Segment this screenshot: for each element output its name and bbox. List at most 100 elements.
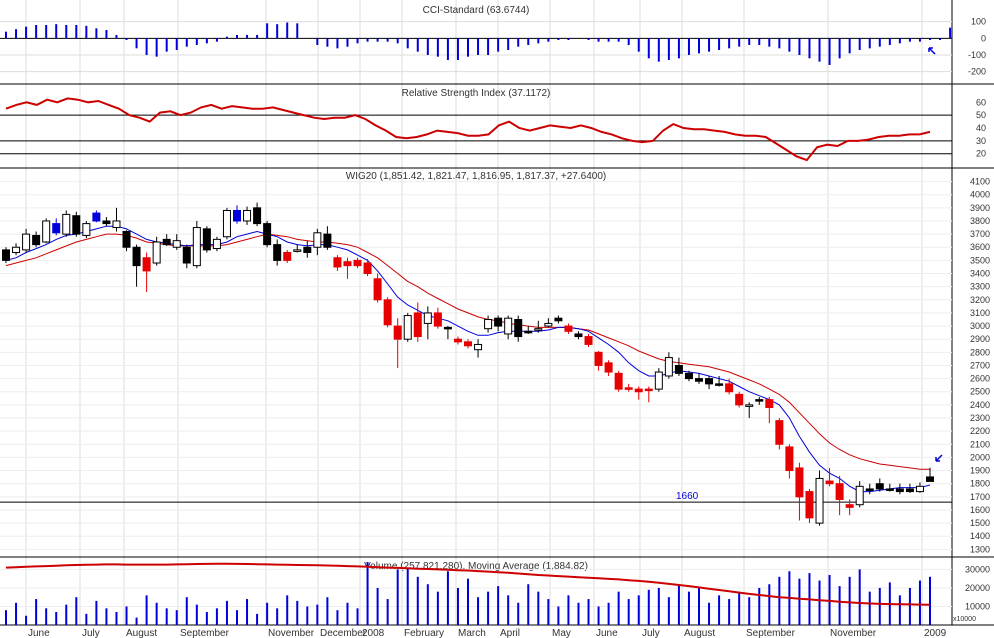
candle-body <box>715 383 724 386</box>
candle <box>162 234 171 246</box>
candle <box>815 470 824 526</box>
x-tick-label: September <box>180 628 230 638</box>
cci-y-tick: -100 <box>968 50 986 60</box>
candle-body <box>514 318 523 338</box>
candle-body <box>353 259 362 267</box>
candle <box>152 236 161 266</box>
rsi-y-tick: 50 <box>976 110 986 120</box>
candle-body <box>674 364 683 374</box>
volume-y-tick: 10000 <box>965 601 990 611</box>
candle-body <box>233 209 241 222</box>
candle <box>825 467 834 487</box>
candle-body <box>22 233 31 251</box>
candle <box>182 244 191 269</box>
candle-body <box>112 220 121 229</box>
cci-y-tick: -200 <box>968 67 986 77</box>
candle-body <box>524 330 533 334</box>
candle-body <box>865 488 874 491</box>
candle-body <box>554 317 563 322</box>
candle-body <box>142 257 151 272</box>
price-y-tick: 2200 <box>970 426 990 436</box>
candle <box>12 243 21 256</box>
candle-body <box>765 399 774 409</box>
candle <box>484 315 493 333</box>
candle <box>403 312 412 342</box>
candle-body <box>895 488 904 493</box>
candle-body <box>343 261 352 267</box>
candle-body <box>82 223 91 236</box>
x-tick-label: June <box>596 628 618 638</box>
candle <box>172 234 181 250</box>
candle-body <box>624 387 633 390</box>
candle-body <box>695 378 703 382</box>
candle <box>524 326 533 334</box>
candle-body <box>805 491 814 519</box>
candle-body <box>192 227 201 267</box>
price-y-tick: 4100 <box>970 177 990 187</box>
rsi-y-tick: 30 <box>976 136 986 146</box>
price-y-tick: 3000 <box>970 321 990 331</box>
arrow-icon <box>928 47 936 55</box>
price-y-tick: 2800 <box>970 347 990 357</box>
x-tick-label: June <box>28 628 50 638</box>
candle <box>2 247 10 264</box>
candle <box>745 402 754 419</box>
candle-body <box>373 278 382 301</box>
candle <box>373 273 382 303</box>
candle <box>443 326 452 340</box>
x-tick-label: April <box>500 628 520 638</box>
candle <box>705 375 714 390</box>
candle <box>594 351 603 371</box>
candle <box>72 211 81 237</box>
volume-unit-label: x10000 <box>953 616 976 623</box>
candle <box>715 375 724 387</box>
candle <box>654 368 663 392</box>
x-tick-label: February <box>404 628 444 638</box>
price-y-tick: 3300 <box>970 282 990 292</box>
x-tick-label: 2009 <box>924 628 947 638</box>
price-y-tick: 2700 <box>970 360 990 370</box>
candle <box>233 205 241 224</box>
candle-body <box>293 249 302 252</box>
candle <box>263 220 272 248</box>
candle <box>303 240 312 258</box>
candle-body <box>102 220 111 225</box>
price-title: WIG20 (1,851.42, 1,821.47, 1,816.95, 1,8… <box>346 171 606 182</box>
candle-body <box>785 446 794 472</box>
candle-body <box>745 404 754 407</box>
candle-body <box>574 333 583 338</box>
candle <box>283 249 292 264</box>
candle <box>132 244 141 287</box>
candle <box>333 255 342 271</box>
candle <box>875 478 884 492</box>
candle <box>313 228 322 256</box>
candle <box>795 462 804 521</box>
price-y-tick: 2100 <box>970 439 990 449</box>
price-y-tick: 2900 <box>970 334 990 344</box>
candle <box>122 230 131 252</box>
candle-body <box>132 246 141 267</box>
price-y-tick: 3200 <box>970 295 990 305</box>
x-tick-label: May <box>552 628 571 638</box>
candle-body <box>212 238 221 250</box>
candle-body <box>654 371 663 390</box>
candle <box>494 315 503 332</box>
candle-body <box>684 372 693 380</box>
candle-body <box>383 299 392 326</box>
candle <box>474 339 483 358</box>
candle <box>765 396 774 424</box>
candle <box>202 226 211 253</box>
candle <box>504 315 513 340</box>
candle-body <box>12 246 21 254</box>
candle <box>82 220 91 239</box>
arrow-icon <box>935 454 943 462</box>
candle-body <box>735 393 744 406</box>
candle <box>644 386 653 403</box>
candle-body <box>32 234 41 246</box>
x-tick-label: August <box>684 628 715 638</box>
candle-body <box>222 209 231 238</box>
candle <box>614 370 623 392</box>
price-y-tick: 3100 <box>970 308 990 318</box>
candle-body <box>845 504 854 508</box>
volume-panel: Volume (257,821,280), Moving Average (1,… <box>0 557 994 626</box>
